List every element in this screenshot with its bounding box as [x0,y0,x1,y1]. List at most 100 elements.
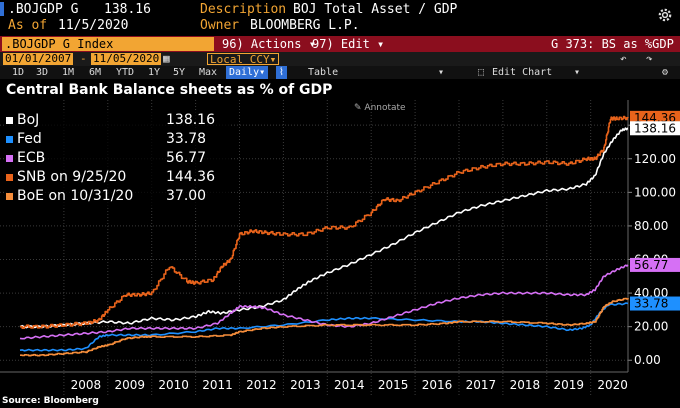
range-6m[interactable]: 6M [89,67,102,78]
legend-item-boe[interactable]: BoE on 10/31/20 37.00 [6,187,230,206]
x-tick-label: 2015 [378,378,409,392]
last-value: 138.16 [104,2,151,17]
date-bar [0,52,680,66]
range-1m[interactable]: 1M [62,67,75,78]
legend-swatch [6,174,13,181]
actions-menu[interactable]: 96) Actions ▾ [222,37,316,51]
legend-name: BoJ [17,112,40,128]
y-tick-label: 120.00 [634,152,676,166]
back-icon[interactable]: ↶ [620,52,627,65]
chevron-down-icon: ▾ [269,53,277,66]
last-value-badge-ecb [630,257,680,272]
edit-label: 97) Edit [312,37,370,51]
chart-title: Central Bank Balance sheets as % of GDP [6,82,333,98]
legend-name: SNB on 9/25/20 [17,169,127,185]
x-tick-label: 2009 [114,378,145,392]
chevron-down-icon: ▾ [369,37,385,51]
annotate-label: Annotate [364,103,406,113]
settings-icon[interactable]: ⚙ [662,67,669,78]
series-line-boj [19,127,629,329]
edit-chart-icon[interactable]: ⬚ [478,67,485,78]
chevron-down-icon: ▾ [301,37,316,51]
forward-icon[interactable]: ↷ [646,52,653,65]
date-to-field[interactable]: 11/05/2020 [91,52,162,65]
y-tick-label: 20.00 [634,320,668,334]
periodicity-select[interactable]: Daily▾ [226,66,269,79]
last-value-label-fed: 33.78 [634,297,668,311]
x-tick-label: 2020 [597,378,628,392]
legend-value: 144.36 [166,169,215,185]
y-tick-label: 0.00 [634,353,661,367]
legend-swatch [6,155,13,162]
asof-date: 11/5/2020 [58,18,129,33]
legend-item-fed[interactable]: Fed 33.78 [6,130,230,149]
chevron-down-icon[interactable]: ▾ [438,67,445,78]
range-3d[interactable]: 3D [36,67,49,78]
y-tick-label: 80.00 [634,219,668,233]
last-value-badge-fed [630,296,680,311]
y-tick-label: 100.00 [634,185,676,199]
last-value-badge-boj [630,121,680,136]
description-label: Description [200,2,287,17]
date-separator: - [80,52,87,65]
line-chart-icon[interactable]: ⌇ [276,66,287,79]
legend-swatch [6,117,13,124]
ticker[interactable]: .BOJGDP G [8,2,79,17]
date-from-field[interactable]: 01/01/2007 [3,52,74,65]
legend-value: 33.78 [166,131,207,147]
legend-value: 37.00 [166,188,207,204]
last-value-label-ecb: 56.77 [634,258,668,272]
range-1y[interactable]: 1Y [148,67,161,78]
owner: BLOOMBERG L.P. [250,18,360,33]
actions-label: 96) Actions [222,37,302,51]
series-line-boe [20,297,629,357]
series-line-snb [20,115,629,329]
legend-swatch [6,193,13,200]
series-line-fed [19,302,629,352]
gear-icon[interactable] [656,6,674,24]
currency-select[interactable]: Local CCY▾ [207,53,280,66]
legend-item-ecb[interactable]: ECB 56.77 [6,149,230,168]
x-tick-label: 2018 [510,378,541,392]
x-tick-label: 2016 [422,378,453,392]
annotate-icon: ✎ [354,103,365,113]
table-button[interactable]: Table [308,67,339,78]
annotate-button[interactable]: ✎ Annotate [354,103,406,113]
x-tick-label: 2013 [290,378,321,392]
legend-item-snb[interactable]: SNB on 9/25/20 144.36 [6,168,230,187]
selection-marker [0,2,4,16]
legend-name: BoE on 10/31/20 [17,188,134,204]
x-tick-label: 2014 [334,378,365,392]
x-tick-label: 2011 [202,378,233,392]
range-max[interactable]: Max [199,67,218,78]
function-code: G 373: BS as %GDP [551,37,674,51]
security-field[interactable]: .BOJGDP G Index [2,37,214,51]
header-bar: .BOJGDP G 138.16 Description BOJ Total A… [0,0,680,36]
range-5y[interactable]: 5Y [173,67,186,78]
legend-item-boj[interactable]: BoJ 138.16 [6,111,230,130]
source-note: Source: Bloomberg [2,396,99,406]
x-tick-label: 2017 [466,378,497,392]
range-bar [0,66,680,79]
range-1d[interactable]: 1D [12,67,25,78]
legend-name: ECB [17,150,46,166]
legend-value: 56.77 [166,150,207,166]
edit-chart-button[interactable]: Edit Chart [492,67,553,78]
periodicity-label: Daily [229,67,260,78]
owner-label: Owner [200,18,240,33]
x-tick-label: 2012 [246,378,277,392]
edit-menu[interactable]: 97) Edit ▾ [312,37,384,51]
legend-name: Fed [17,131,42,147]
x-tick-label: 2019 [553,378,584,392]
legend-value: 138.16 [166,112,215,128]
description: BOJ Total Asset / GDP [293,2,458,17]
legend: BoJ 138.16 Fed 33.78 ECB 56.77 SNB on 9/25/… [6,111,230,206]
currency-label: Local CCY [210,53,270,66]
range-ytd[interactable]: YTD [116,67,135,78]
calendar-icon[interactable]: ▦ [163,52,170,65]
chevron-down-icon[interactable]: ▾ [574,67,581,78]
x-tick-label: 2008 [71,378,102,392]
asof-label: As of [8,18,48,33]
last-value-label-boj: 138.16 [634,121,676,135]
